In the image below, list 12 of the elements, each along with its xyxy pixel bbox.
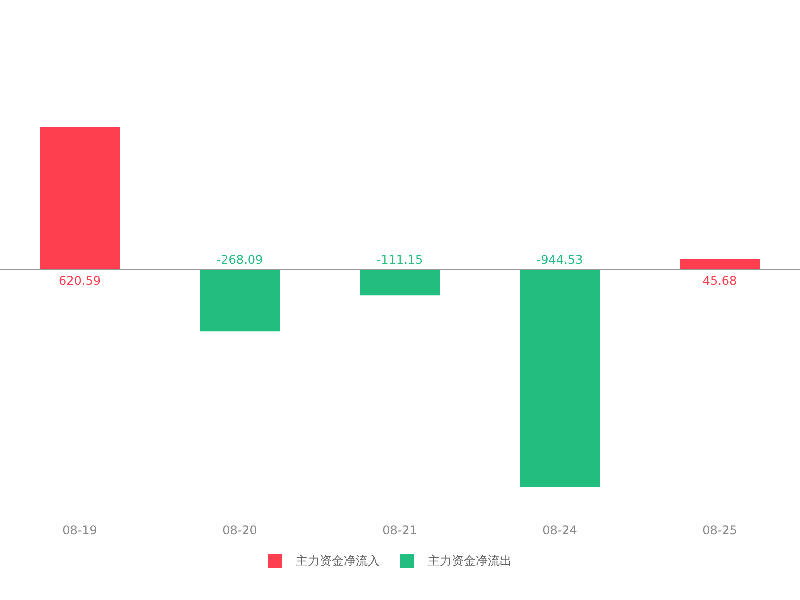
data-label: -111.15 <box>376 253 424 267</box>
legend-label: 主力资金净流出 <box>428 554 512 568</box>
x-tick-label: 08-24 <box>542 524 578 538</box>
x-tick-label: 08-19 <box>62 524 98 538</box>
data-label: -944.53 <box>536 253 584 267</box>
x-tick-label: 08-21 <box>382 524 418 538</box>
data-label: 620.59 <box>59 274 101 288</box>
data-label: -268.09 <box>216 253 264 267</box>
legend-label: 主力资金净流入 <box>296 554 380 568</box>
x-tick-label: 08-20 <box>222 524 258 538</box>
data-label: 45.68 <box>702 274 738 288</box>
x-tick-label: 08-25 <box>702 524 738 538</box>
